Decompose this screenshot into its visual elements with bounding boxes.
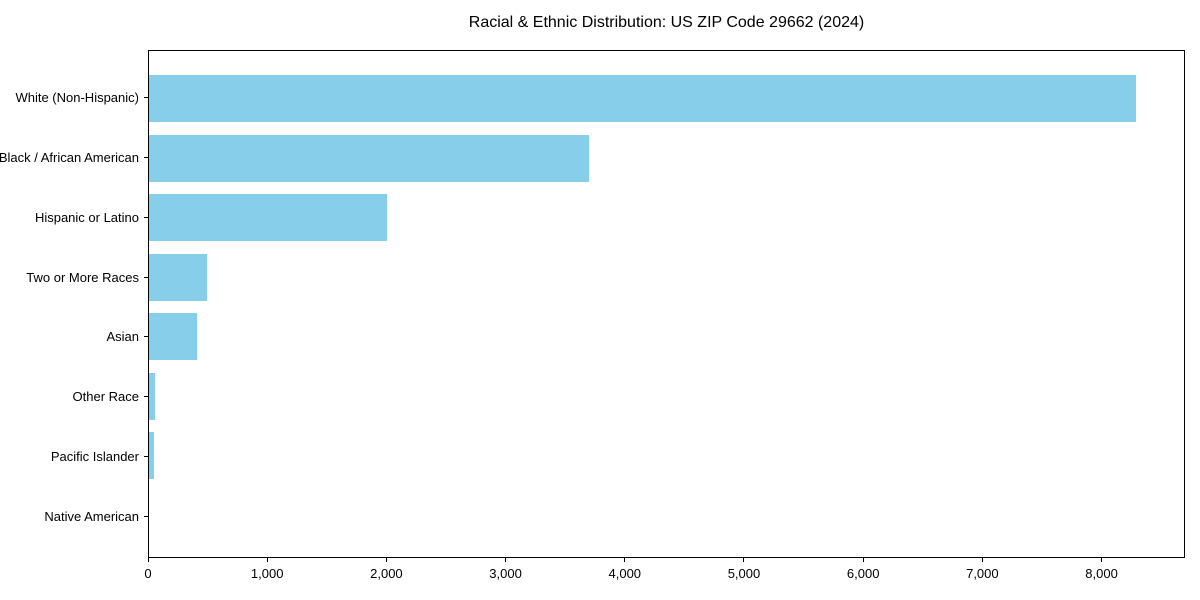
- bar: [149, 432, 154, 480]
- bar: [149, 134, 590, 182]
- x-tick-label: 2,000: [370, 566, 403, 581]
- y-axis-label: Two or More Races: [26, 269, 139, 285]
- y-tick-mark: [144, 396, 148, 398]
- bar: [149, 313, 197, 361]
- bar-row: [149, 69, 1184, 129]
- y-axis-labels: White (Non-Hispanic) Black / African Amer…: [0, 50, 148, 558]
- bar-row: [149, 486, 1184, 546]
- y-axis-label: Pacific Islander: [50, 448, 139, 464]
- y-tick-mark: [144, 157, 148, 159]
- bar: [149, 75, 1137, 123]
- x-tick-mark: [147, 558, 149, 562]
- bar-row: [149, 129, 1184, 189]
- x-axis: 0 1,000 2,000 3,000 4,000 5,000 6,000 7,000 8,00…: [144, 558, 1185, 590]
- x-tick-label: 8,000: [1085, 566, 1118, 581]
- x-tick-mark: [743, 558, 745, 562]
- y-tick-mark: [144, 97, 148, 99]
- x-tick-mark: [266, 558, 268, 562]
- bar-row: [149, 426, 1184, 486]
- y-axis-label: Other Race: [72, 389, 139, 405]
- y-label-row: Other Race: [0, 367, 148, 427]
- y-tick-mark: [144, 216, 148, 218]
- x-tick-label: 6,000: [846, 566, 880, 581]
- x-tick-label: 7,000: [966, 566, 999, 581]
- bar-row: [149, 188, 1184, 248]
- y-label-row: White (Non-Hispanic): [0, 68, 148, 128]
- y-tick-mark: [144, 336, 148, 338]
- x-tick-mark: [385, 558, 387, 562]
- y-label-row: Pacific Islander: [0, 427, 148, 487]
- plot-area: [148, 50, 1185, 558]
- y-label-row: Black / African American: [0, 128, 148, 188]
- y-label-row: Native American: [0, 486, 148, 546]
- x-tick-mark: [862, 558, 864, 562]
- x-tick-mark: [505, 558, 507, 562]
- y-axis-label: Native American: [44, 508, 139, 524]
- x-tick-label: 0: [144, 566, 152, 581]
- bar: [149, 372, 155, 420]
- x-tick-mark: [624, 558, 626, 562]
- y-label-row: Asian: [0, 307, 148, 367]
- y-axis-label: Asian: [106, 329, 139, 345]
- y-axis-label: White (Non-Hispanic): [15, 90, 139, 106]
- bar: [149, 253, 208, 301]
- x-tick-mark: [981, 558, 983, 562]
- y-tick-mark: [144, 515, 148, 517]
- y-label-row: Hispanic or Latino: [0, 188, 148, 248]
- x-tick-label: 3,000: [489, 566, 522, 581]
- x-tick-mark: [1101, 558, 1103, 562]
- x-tick-label: 5,000: [727, 566, 761, 581]
- y-label-row: Two or More Races: [0, 247, 148, 307]
- y-axis-label: Hispanic or Latino: [34, 209, 139, 225]
- bar-row: [149, 248, 1184, 308]
- chart-title: Racial & Ethnic Distribution: US ZIP Cod…: [468, 14, 865, 31]
- bar-row: [149, 367, 1184, 427]
- y-axis-label: Black / African American: [0, 150, 139, 166]
- bar: [149, 194, 387, 242]
- y-tick-mark: [144, 455, 148, 457]
- y-tick-mark: [144, 276, 148, 278]
- x-tick-label: 1,000: [250, 566, 284, 581]
- x-tick-label: 4,000: [608, 566, 642, 581]
- bar-row: [149, 307, 1184, 367]
